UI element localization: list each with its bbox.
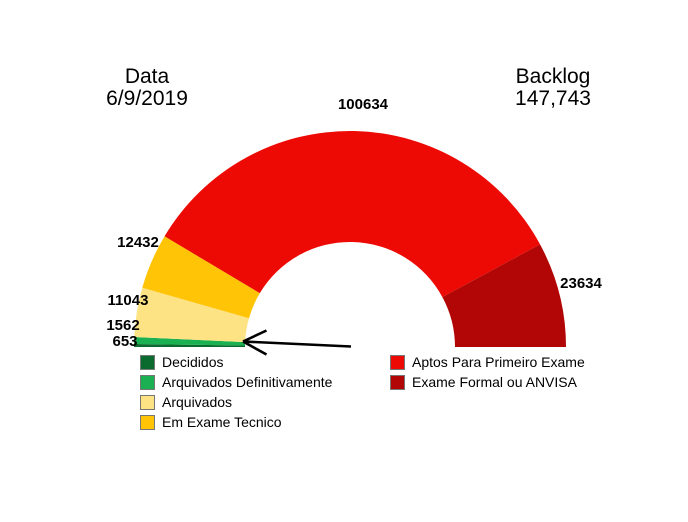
donut-segment-aptos-para-primeiro-exame: [164, 131, 541, 298]
donut-segment-decididos: [134, 344, 246, 347]
donut-segment-em-exame-tecnico: [142, 236, 260, 319]
legend-swatch-arquivados-definitivamente: [140, 374, 155, 390]
legend-label: Aptos Para Primeiro Exame: [412, 354, 585, 370]
date-value: 6/9/2019: [106, 87, 188, 110]
backlog-value: 147,743: [515, 87, 591, 110]
legend-label: Exame Formal ou ANVISA: [412, 374, 577, 390]
legend-item-exame-formal-ou-anvisa: Exame Formal ou ANVISA: [390, 372, 585, 392]
legend-item-aptos-para-primeiro-exame: Aptos Para Primeiro Exame: [390, 352, 585, 372]
value-label-decididos: 653: [112, 333, 138, 350]
donut-segment-arquivados-definitivamente: [134, 336, 246, 346]
legend-swatch-aptos-para-primeiro-exame: [390, 354, 405, 370]
legend-item-decididos: Decididos: [140, 352, 332, 372]
value-label-arquivados-definitivamente: 1562: [106, 317, 140, 334]
date-header: Data 6/9/2019: [82, 66, 212, 110]
legend-left-column: Decididos Arquivados Definitivamente Arq…: [140, 352, 332, 432]
value-label-aptos-para-primeiro-exame: 100634: [337, 96, 389, 113]
legend-swatch-exame-formal-ou-anvisa: [390, 374, 405, 390]
legend-swatch-decididos: [140, 354, 155, 370]
legend-item-em-exame-tecnico: Em Exame Tecnico: [140, 412, 332, 432]
pointer-arrow: [242, 329, 352, 356]
legend-item-arquivados: Arquivados: [140, 392, 332, 412]
donut-segment-exame-formal-ou-anvisa: [442, 244, 566, 347]
date-title: Data: [124, 65, 170, 88]
legend-swatch-arquivados: [140, 394, 155, 410]
backlog-header: Backlog 147,743: [488, 66, 618, 110]
legend-item-arquivados-definitivamente: Arquivados Definitivamente: [140, 372, 332, 392]
legend-label: Em Exame Tecnico: [162, 414, 282, 430]
value-label-exame-formal-ou-anvisa: 23634: [560, 275, 602, 292]
donut-segment-arquivados: [134, 287, 250, 343]
legend-label: Arquivados Definitivamente: [162, 374, 333, 390]
legend-label: Decididos: [162, 354, 224, 370]
backlog-title: Backlog: [515, 65, 591, 88]
legend-label: Arquivados: [162, 394, 233, 410]
legend-right-column: Aptos Para Primeiro Exame Exame Formal o…: [390, 352, 585, 392]
donut-segments: [134, 131, 566, 347]
value-label-em-exame-tecnico: 12432: [117, 234, 159, 251]
legend-swatch-em-exame-tecnico: [140, 414, 155, 430]
value-label-arquivados: 11043: [107, 292, 149, 309]
